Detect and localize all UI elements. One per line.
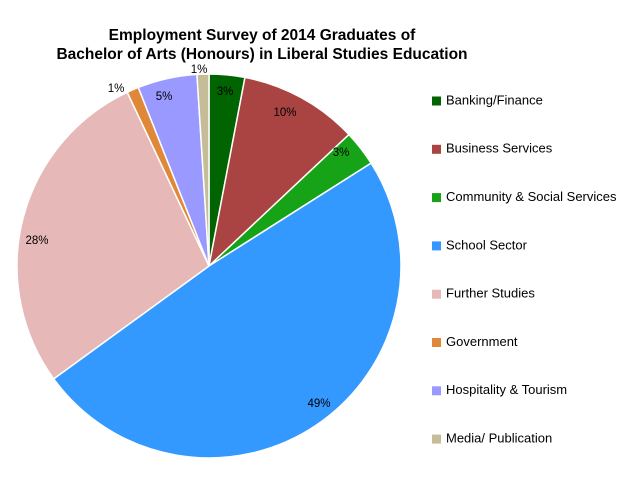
legend-label-community-social-services: Community & Social Services (446, 189, 617, 204)
legend-swatch-banking-finance (432, 96, 441, 106)
slice-label-hospitality-tourism: 5% (156, 91, 173, 103)
chart-title-line-2: Bachelor of Arts (Honours) in Liberal St… (56, 46, 467, 63)
legend-label-media-publication: Media/ Publication (446, 431, 552, 446)
legend-swatch-school-sector (432, 241, 441, 251)
chart-legend: Banking/Finance Business Services Communit… (432, 92, 617, 446)
chart-title-line-1: Employment Survey of 2014 Graduates of (109, 27, 416, 44)
pie-slices (16, 73, 402, 459)
legend-label-government: Government (446, 334, 518, 349)
slice-label-media-publication: 1% (191, 64, 208, 76)
slice-label-further-studies: 28% (25, 235, 48, 247)
slice-label-community-social-services: 3% (333, 147, 350, 159)
legend-swatch-business-services (432, 144, 441, 154)
legend-label-banking-finance: Banking/Finance (446, 92, 543, 107)
legend-swatch-further-studies (432, 289, 441, 299)
pie-slice-further-studies (16, 91, 210, 380)
legend-swatch-hospitality-tourism (432, 386, 441, 396)
legend-swatch-media-publication (432, 434, 441, 444)
pie-slice-business-services (208, 76, 350, 267)
pie-slice-school-sector (52, 162, 402, 459)
slice-label-government: 1% (108, 83, 125, 95)
legend-label-school-sector: School Sector (446, 237, 528, 252)
slice-label-school-sector: 49% (307, 398, 330, 410)
slice-label-banking-finance: 3% (217, 86, 234, 98)
legend-label-business-services: Business Services (446, 141, 553, 156)
legend-label-further-studies: Further Studies (446, 286, 535, 301)
slice-label-business-services: 10% (273, 107, 296, 119)
pie-slice-labels: 3% 10% 3% 49% 28% 1% 5% 1% (25, 64, 349, 410)
pie-slice-media-publication (196, 73, 210, 267)
legend-swatch-community-social-services (432, 193, 441, 203)
legend-label-hospitality-tourism: Hospitality & Tourism (446, 382, 567, 397)
legend-swatch-government (432, 338, 441, 347)
